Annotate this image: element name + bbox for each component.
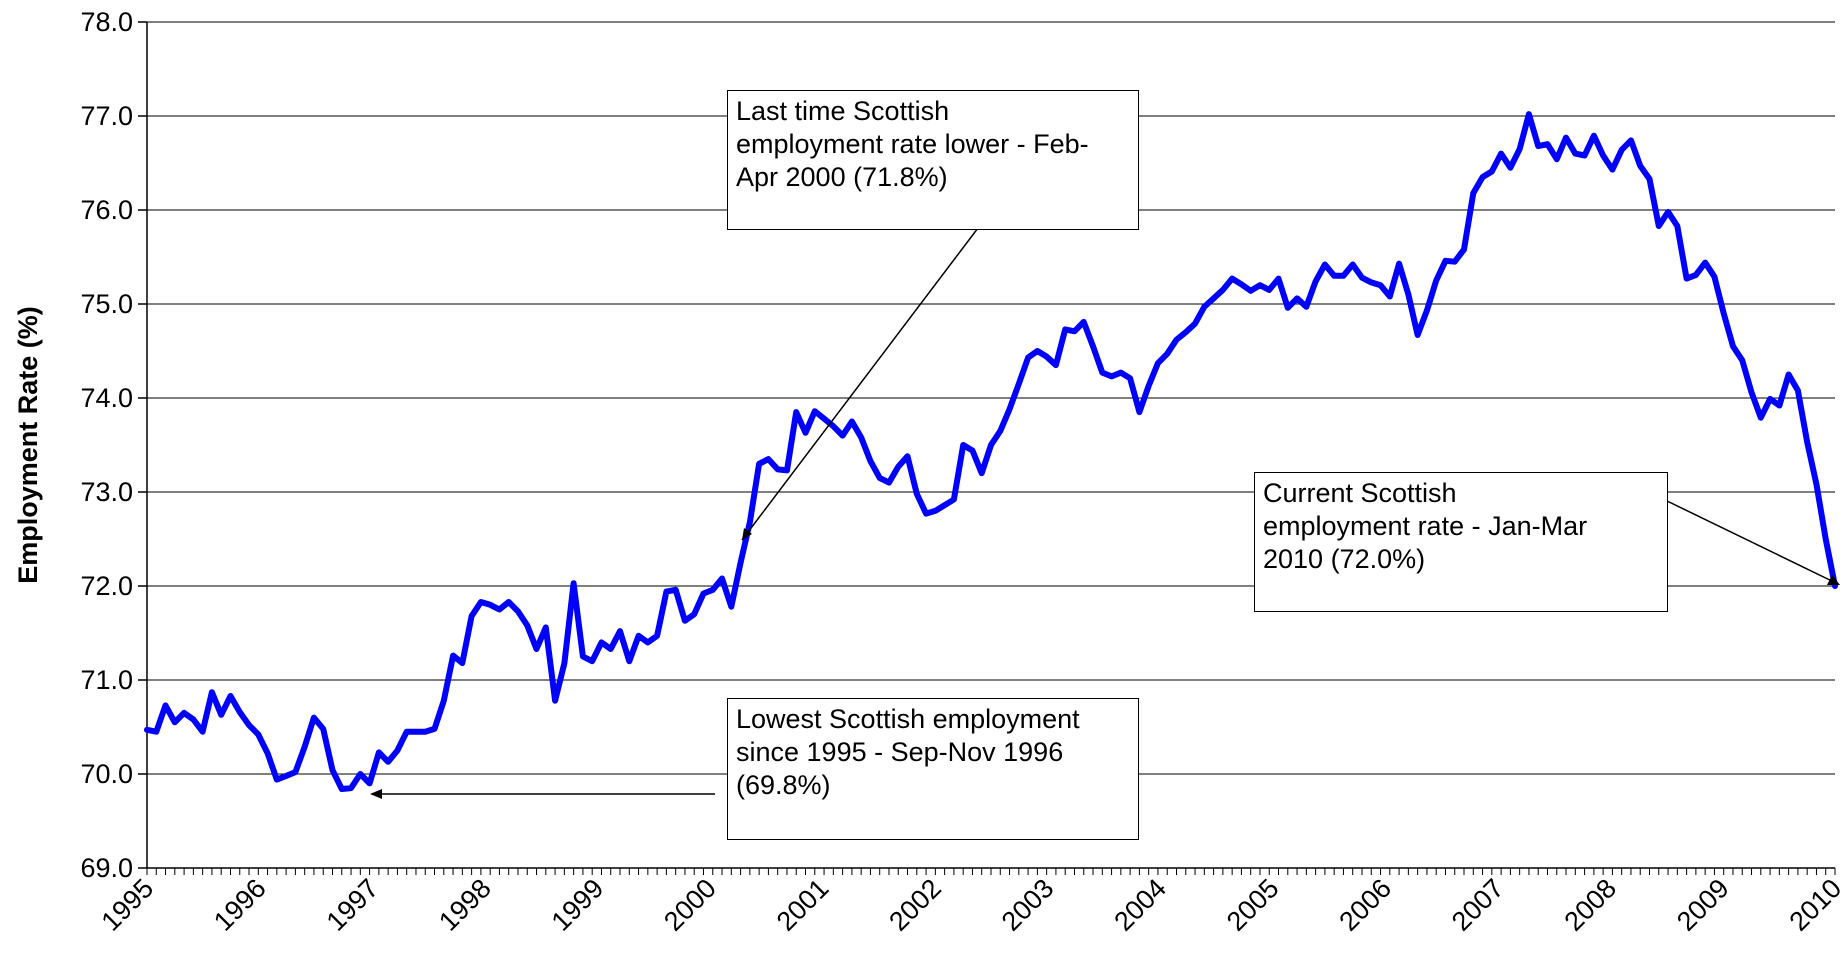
x-axis-ticks: 1995 1996 1997 1998 1999 2000 2001 2002 2003 2004… xyxy=(96,868,1843,937)
y-tick-label: 72.0 xyxy=(80,571,133,601)
y-tick-label: 74.0 xyxy=(80,383,133,413)
y-tick-label: 77.0 xyxy=(80,101,133,131)
x-tick-label: 2008 xyxy=(1558,873,1622,937)
x-tick-label: 2006 xyxy=(1333,873,1397,937)
annotation-line: Lowest Scottish employment xyxy=(736,704,1080,734)
y-tick-label: 76.0 xyxy=(80,195,133,225)
x-tick-label: 2003 xyxy=(996,873,1060,937)
x-tick-label: 2009 xyxy=(1671,873,1735,937)
y-tick-label: 78.0 xyxy=(80,7,133,37)
annotation-line: 2010 (72.0%) xyxy=(1263,544,1426,574)
annotation-line: Last time Scottish xyxy=(736,96,950,126)
employment-rate-line xyxy=(144,111,1838,792)
arrowhead-sep-nov-1996 xyxy=(370,789,382,799)
x-tick-label: 2004 xyxy=(1108,873,1172,937)
annotation-line: Apr 2000 (71.8%) xyxy=(736,162,948,192)
x-tick-label: 1997 xyxy=(321,873,385,937)
annotation-arrow-jan-mar-2010 xyxy=(1664,499,1839,585)
x-tick-label: 2005 xyxy=(1221,873,1285,937)
y-axis-ticks: 69.0 70.0 71.0 72.0 73.0 74.0 75.0 76.0 77.0 78.0 xyxy=(80,7,147,883)
x-tick-label: 1999 xyxy=(546,873,610,937)
x-tick-label: 2001 xyxy=(771,873,835,937)
x-tick-label: 2000 xyxy=(658,873,722,937)
x-tick-label: 1996 xyxy=(208,873,272,937)
annotation-arrows xyxy=(370,227,1840,799)
y-tick-label: 73.0 xyxy=(80,477,133,507)
annotation-line: since 1995 - Sep-Nov 1996 xyxy=(736,737,1064,767)
y-tick-label: 71.0 xyxy=(80,665,133,695)
y-axis-label: Employment Rate (%) xyxy=(13,306,43,584)
annotation-jan-mar-2010: Current Scottish employment rate - Jan-M… xyxy=(1254,472,1668,612)
arrowhead-feb-apr-2000 xyxy=(742,528,752,540)
annotation-line: (69.8%) xyxy=(736,770,831,800)
annotation-arrow-feb-apr-2000 xyxy=(741,227,979,541)
y-tick-label: 75.0 xyxy=(80,289,133,319)
x-tick-label: 2010 xyxy=(1784,873,1843,937)
y-tick-label: 70.0 xyxy=(80,759,133,789)
arrowhead-jan-mar-2010 xyxy=(1827,575,1840,585)
annotation-feb-apr-2000: Last time Scottish employment rate lower… xyxy=(727,90,1139,230)
y-tick-label: 69.0 xyxy=(80,853,133,883)
annotation-line: employment rate lower - Feb- xyxy=(736,129,1089,159)
x-tick-label: 1998 xyxy=(433,873,497,937)
annotation-line: Current Scottish xyxy=(1263,478,1457,508)
x-tick-label: 2002 xyxy=(883,873,947,937)
annotation-line: employment rate - Jan-Mar xyxy=(1263,511,1588,541)
annotation-sep-nov-1996: Lowest Scottish employment since 1995 - … xyxy=(727,698,1139,840)
gridlines xyxy=(147,21,1835,775)
x-tick-label: 2007 xyxy=(1446,873,1510,937)
